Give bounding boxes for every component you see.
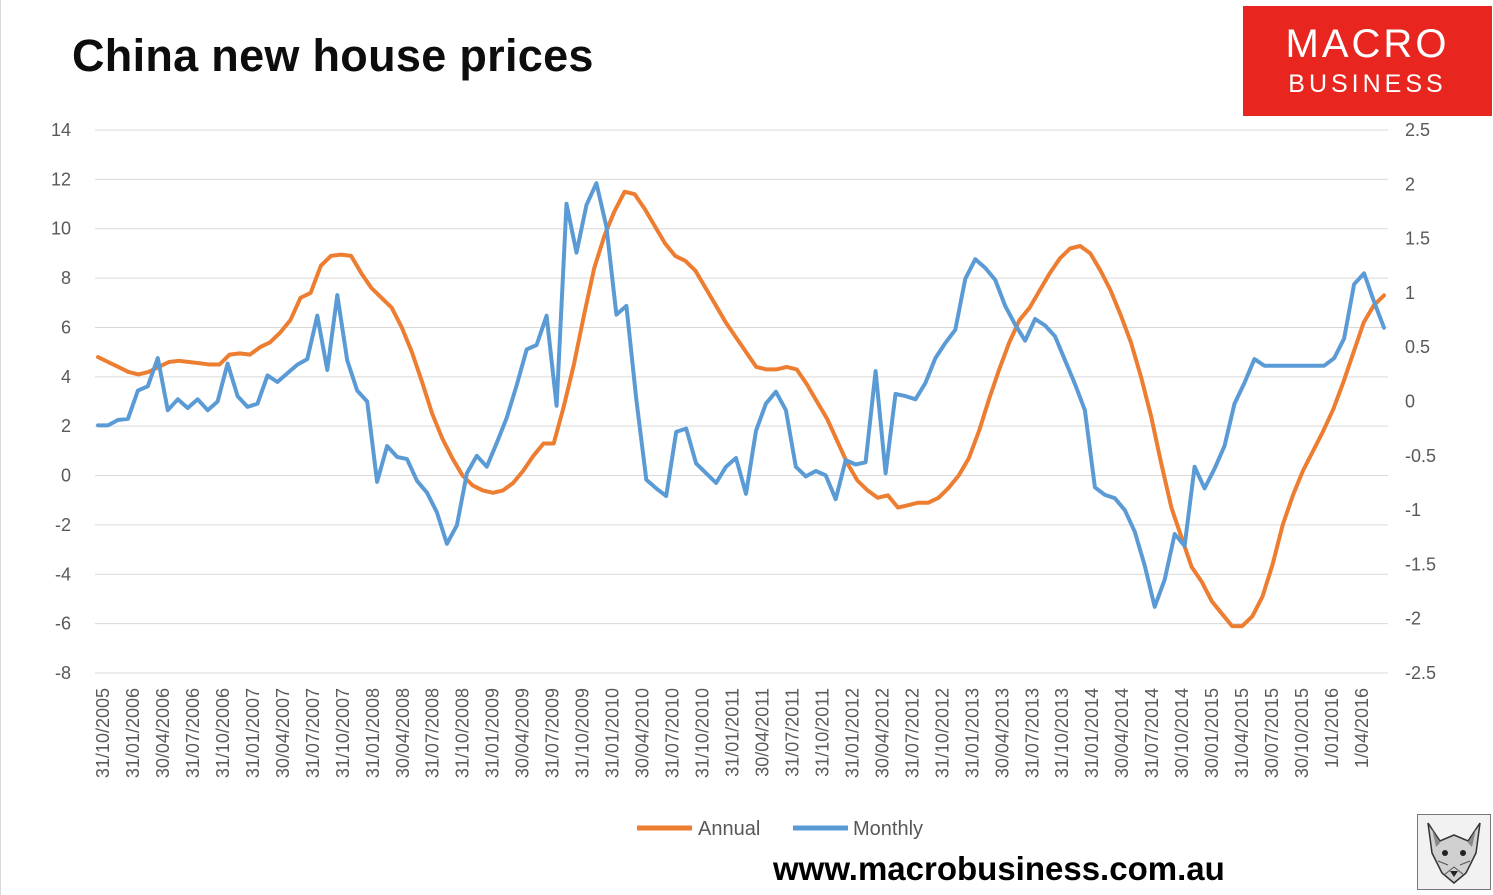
- y-right-tick-label: 0.5: [1405, 337, 1430, 357]
- frame-left-border: [0, 0, 1, 895]
- x-tick-label: 30/04/2013: [992, 688, 1012, 778]
- y-right-tick-label: -0.5: [1405, 446, 1436, 466]
- y-left-tick-label: 10: [51, 219, 71, 239]
- footer-url: www.macrobusiness.com.au: [773, 850, 1225, 887]
- x-tick-label: 31/01/2013: [962, 688, 982, 778]
- legend: Annual Monthly: [637, 818, 923, 840]
- x-tick-label: 30/04/2007: [273, 688, 293, 778]
- y-left-tick-label: -8: [55, 663, 71, 683]
- x-tick-label: 31/10/2007: [333, 688, 353, 778]
- series-lines: [96, 181, 1386, 629]
- x-tick-label: 30/01/2015: [1202, 688, 1222, 778]
- x-tick-label: 31/07/2008: [423, 688, 443, 778]
- chart-title: China new house prices: [72, 30, 594, 81]
- y-right-tick-label: 1: [1405, 283, 1415, 303]
- left-axis-ticks: 14 12 10 8 6 4 2 0 -2 -4 -6 -8: [51, 120, 71, 683]
- x-tick-label: 31/01/2014: [1082, 688, 1102, 778]
- y-right-tick-label: 2: [1405, 174, 1415, 194]
- x-tick-label: 30/04/2010: [633, 688, 653, 778]
- x-tick-label: 31/07/2011: [782, 688, 802, 777]
- x-tick-label: 31/01/2008: [363, 688, 383, 778]
- y-right-tick-label: 2.5: [1405, 120, 1430, 140]
- y-left-tick-label: -4: [55, 564, 71, 584]
- x-tick-label: 30/10/2014: [1172, 688, 1192, 778]
- y-right-tick-label: -2.5: [1405, 663, 1436, 683]
- x-tick-label: 30/04/2006: [153, 688, 173, 778]
- x-tick-label: 31/07/2014: [1142, 688, 1162, 778]
- x-tick-label: 31/01/2012: [842, 688, 862, 778]
- x-tick-label: 30/04/2014: [1112, 688, 1132, 778]
- x-tick-label: 31/07/2013: [1022, 688, 1042, 778]
- logo-line-2: BUSINESS: [1288, 70, 1447, 98]
- legend-annual-label: Annual: [698, 818, 760, 840]
- gridlines: [95, 129, 1388, 674]
- x-tick-label: 31/01/2006: [123, 688, 143, 778]
- y-right-tick-label: -1: [1405, 500, 1421, 520]
- x-axis-ticks: 31/10/2005 31/01/2006 30/04/2006 31/07/2006…: [93, 688, 1372, 778]
- y-left-tick-label: 12: [51, 169, 71, 189]
- x-tick-label: 31/07/2010: [663, 688, 683, 778]
- x-tick-label: 31/07/2007: [303, 688, 323, 778]
- x-tick-label: 31/01/2010: [603, 688, 623, 778]
- x-tick-label: 31/01/2011: [723, 688, 743, 777]
- x-tick-label: 30/04/2012: [872, 688, 892, 778]
- y-left-tick-label: 6: [61, 317, 71, 337]
- macro-business-logo: MACRO BUSINESS: [1243, 6, 1492, 116]
- y-right-tick-label: -2: [1405, 609, 1421, 629]
- y-left-tick-label: 4: [61, 367, 71, 387]
- y-left-tick-label: -2: [55, 515, 71, 535]
- y-left-tick-label: 2: [61, 416, 71, 436]
- x-tick-label: 31/10/2006: [213, 688, 233, 778]
- x-tick-label: 31/10/2013: [1052, 688, 1072, 778]
- x-tick-label: 31/10/2011: [812, 688, 832, 777]
- x-tick-label: 31/10/2008: [453, 688, 473, 778]
- x-tick-label: 30/04/2008: [393, 688, 413, 778]
- y-right-tick-label: 1.5: [1405, 229, 1430, 249]
- logo-line-1: MACRO: [1285, 22, 1450, 66]
- x-tick-label: 30/07/2015: [1262, 688, 1282, 778]
- right-axis-ticks: 2.5 2 1.5 1 0.5 0 -0.5 -1 -1.5 -2 -2.5: [1405, 120, 1436, 683]
- x-tick-label: 30/04/2009: [513, 688, 533, 778]
- x-tick-label: 31/10/2010: [693, 688, 713, 778]
- y-left-tick-label: 0: [61, 466, 71, 486]
- x-tick-label: 1/01/2016: [1322, 688, 1342, 768]
- x-tick-label: 31/07/2009: [543, 688, 563, 778]
- y-left-tick-label: 14: [51, 120, 71, 140]
- x-tick-label: 31/10/2005: [93, 688, 113, 778]
- y-left-tick-label: -6: [55, 614, 71, 634]
- x-tick-label: 31/07/2012: [902, 688, 922, 778]
- y-right-tick-label: 0: [1405, 392, 1415, 412]
- fox-head-icon: [1417, 814, 1491, 890]
- series-line-annual: [96, 189, 1386, 629]
- x-tick-label: 31/01/2009: [483, 688, 503, 778]
- x-tick-label: 1/04/2016: [1352, 688, 1372, 768]
- x-tick-label: 31/10/2009: [573, 688, 593, 778]
- legend-monthly-label: Monthly: [853, 818, 923, 840]
- series-line-monthly: [96, 181, 1386, 609]
- x-tick-label: 30/04/2011: [752, 688, 772, 777]
- x-tick-label: 31/07/2006: [183, 688, 203, 778]
- y-left-tick-label: 8: [61, 268, 71, 288]
- x-tick-label: 30/10/2015: [1292, 688, 1312, 778]
- x-tick-label: 31/10/2012: [932, 688, 952, 778]
- x-tick-label: 31/04/2015: [1232, 688, 1252, 778]
- y-right-tick-label: -1.5: [1405, 554, 1436, 574]
- x-tick-label: 31/01/2007: [243, 688, 263, 778]
